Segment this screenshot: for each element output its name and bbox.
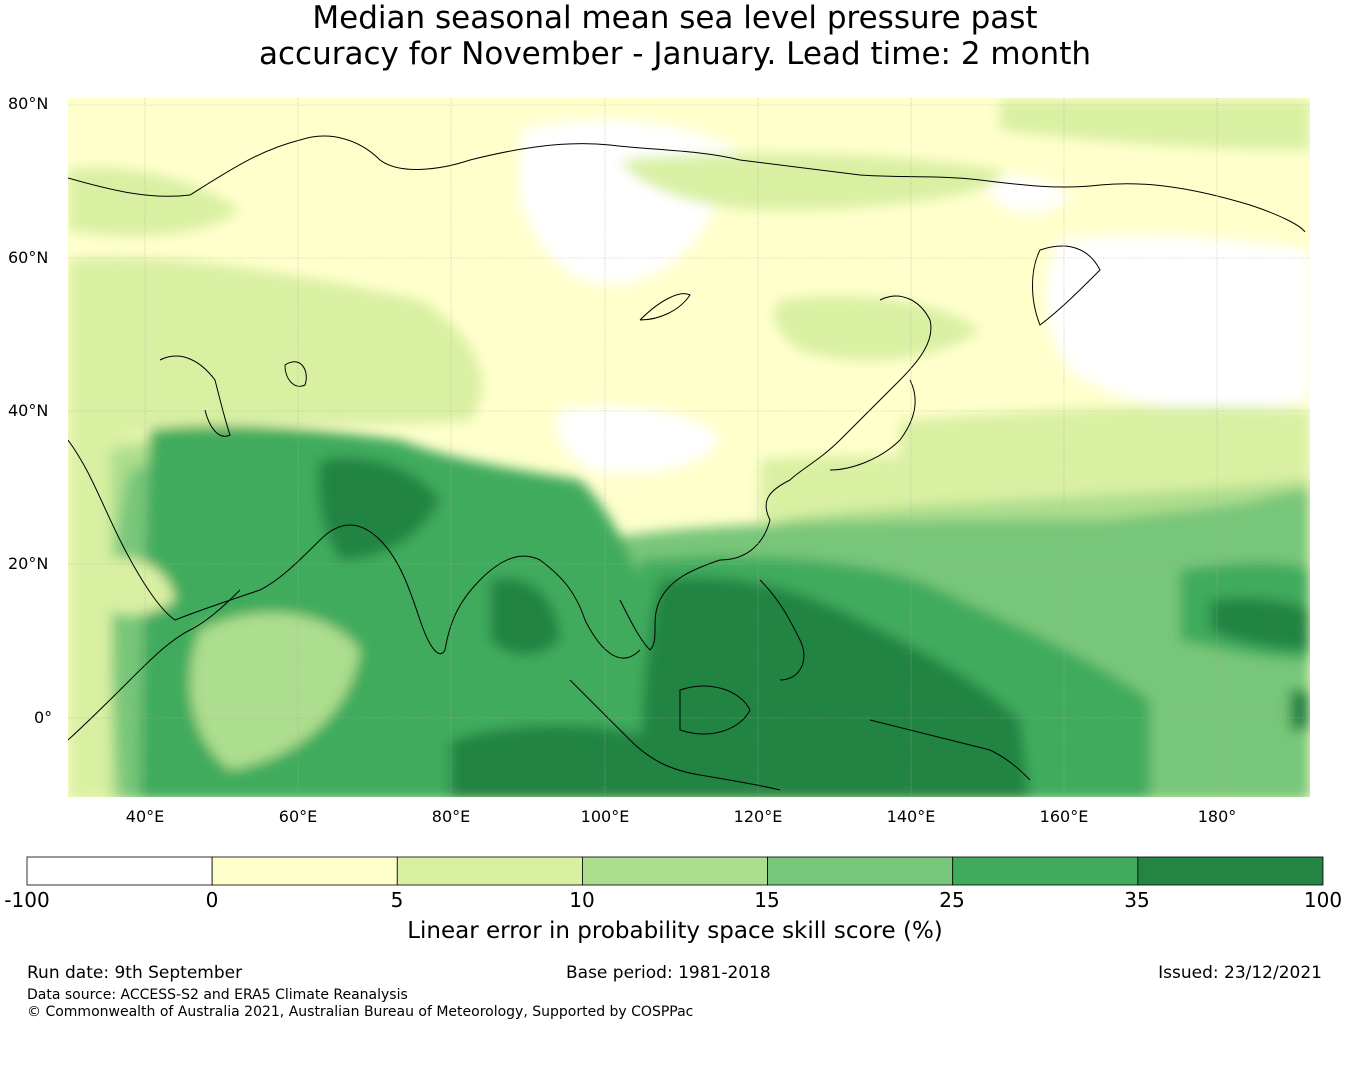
lat-label-20n: 20°N — [8, 554, 49, 573]
colorbar-tick-0: -100 — [4, 888, 50, 912]
colorbar-tick-5: 25 — [939, 888, 965, 912]
lat-label-40n: 40°N — [8, 401, 49, 420]
lon-label-120e: 120°E — [733, 807, 783, 826]
copyright: © Commonwealth of Australia 2021, Austra… — [27, 1004, 694, 1020]
lon-label-180: 180° — [1197, 807, 1237, 826]
colorbar-segment — [211, 856, 398, 886]
colorbar-tick-1: 0 — [205, 888, 219, 912]
lon-label-140e: 140°E — [886, 807, 936, 826]
run-date: Run date: 9th September — [27, 963, 243, 983]
graticule — [68, 98, 1310, 797]
colorbar-label: Linear error in probability space skill … — [407, 918, 943, 944]
title-line-1: Median seasonal mean sea level pressure … — [312, 0, 1038, 36]
lon-label-60e: 60°E — [278, 807, 318, 826]
lon-label-40e: 40°E — [125, 807, 165, 826]
base-period: Base period: 1981-2018 — [566, 963, 771, 983]
issued-date: Issued: 23/12/2021 — [1158, 963, 1322, 983]
lat-label-0: 0° — [34, 708, 53, 727]
colorbar-tick-7: 100 — [1303, 888, 1343, 912]
colorbar-tick-3: 10 — [569, 888, 595, 912]
colorbar-tick-6: 35 — [1124, 888, 1150, 912]
colorbar-tick-2: 5 — [390, 888, 404, 912]
colorbar-segment — [582, 856, 768, 886]
map-title: Median seasonal mean sea level pressure … — [0, 0, 1350, 72]
lon-label-80e: 80°E — [431, 807, 471, 826]
colorbar-tick-4: 15 — [754, 888, 780, 912]
colorbar-segment — [767, 856, 954, 886]
colorbar-segment — [1137, 856, 1324, 886]
colorbar-segment — [952, 856, 1139, 886]
lat-label-80n: 80°N — [8, 94, 49, 113]
data-source: Data source: ACCESS-S2 and ERA5 Climate … — [27, 987, 408, 1003]
colorbar-segment — [26, 856, 213, 886]
map-field — [68, 98, 1310, 797]
coastlines — [68, 135, 1306, 791]
colorbar — [26, 856, 1324, 886]
colorbar-segment — [396, 856, 583, 886]
lon-label-160e: 160°E — [1039, 807, 1089, 826]
lon-label-100e: 100°E — [580, 807, 630, 826]
title-line-2: accuracy for November - January. Lead ti… — [258, 36, 1092, 72]
lat-label-60n: 60°N — [8, 248, 49, 267]
